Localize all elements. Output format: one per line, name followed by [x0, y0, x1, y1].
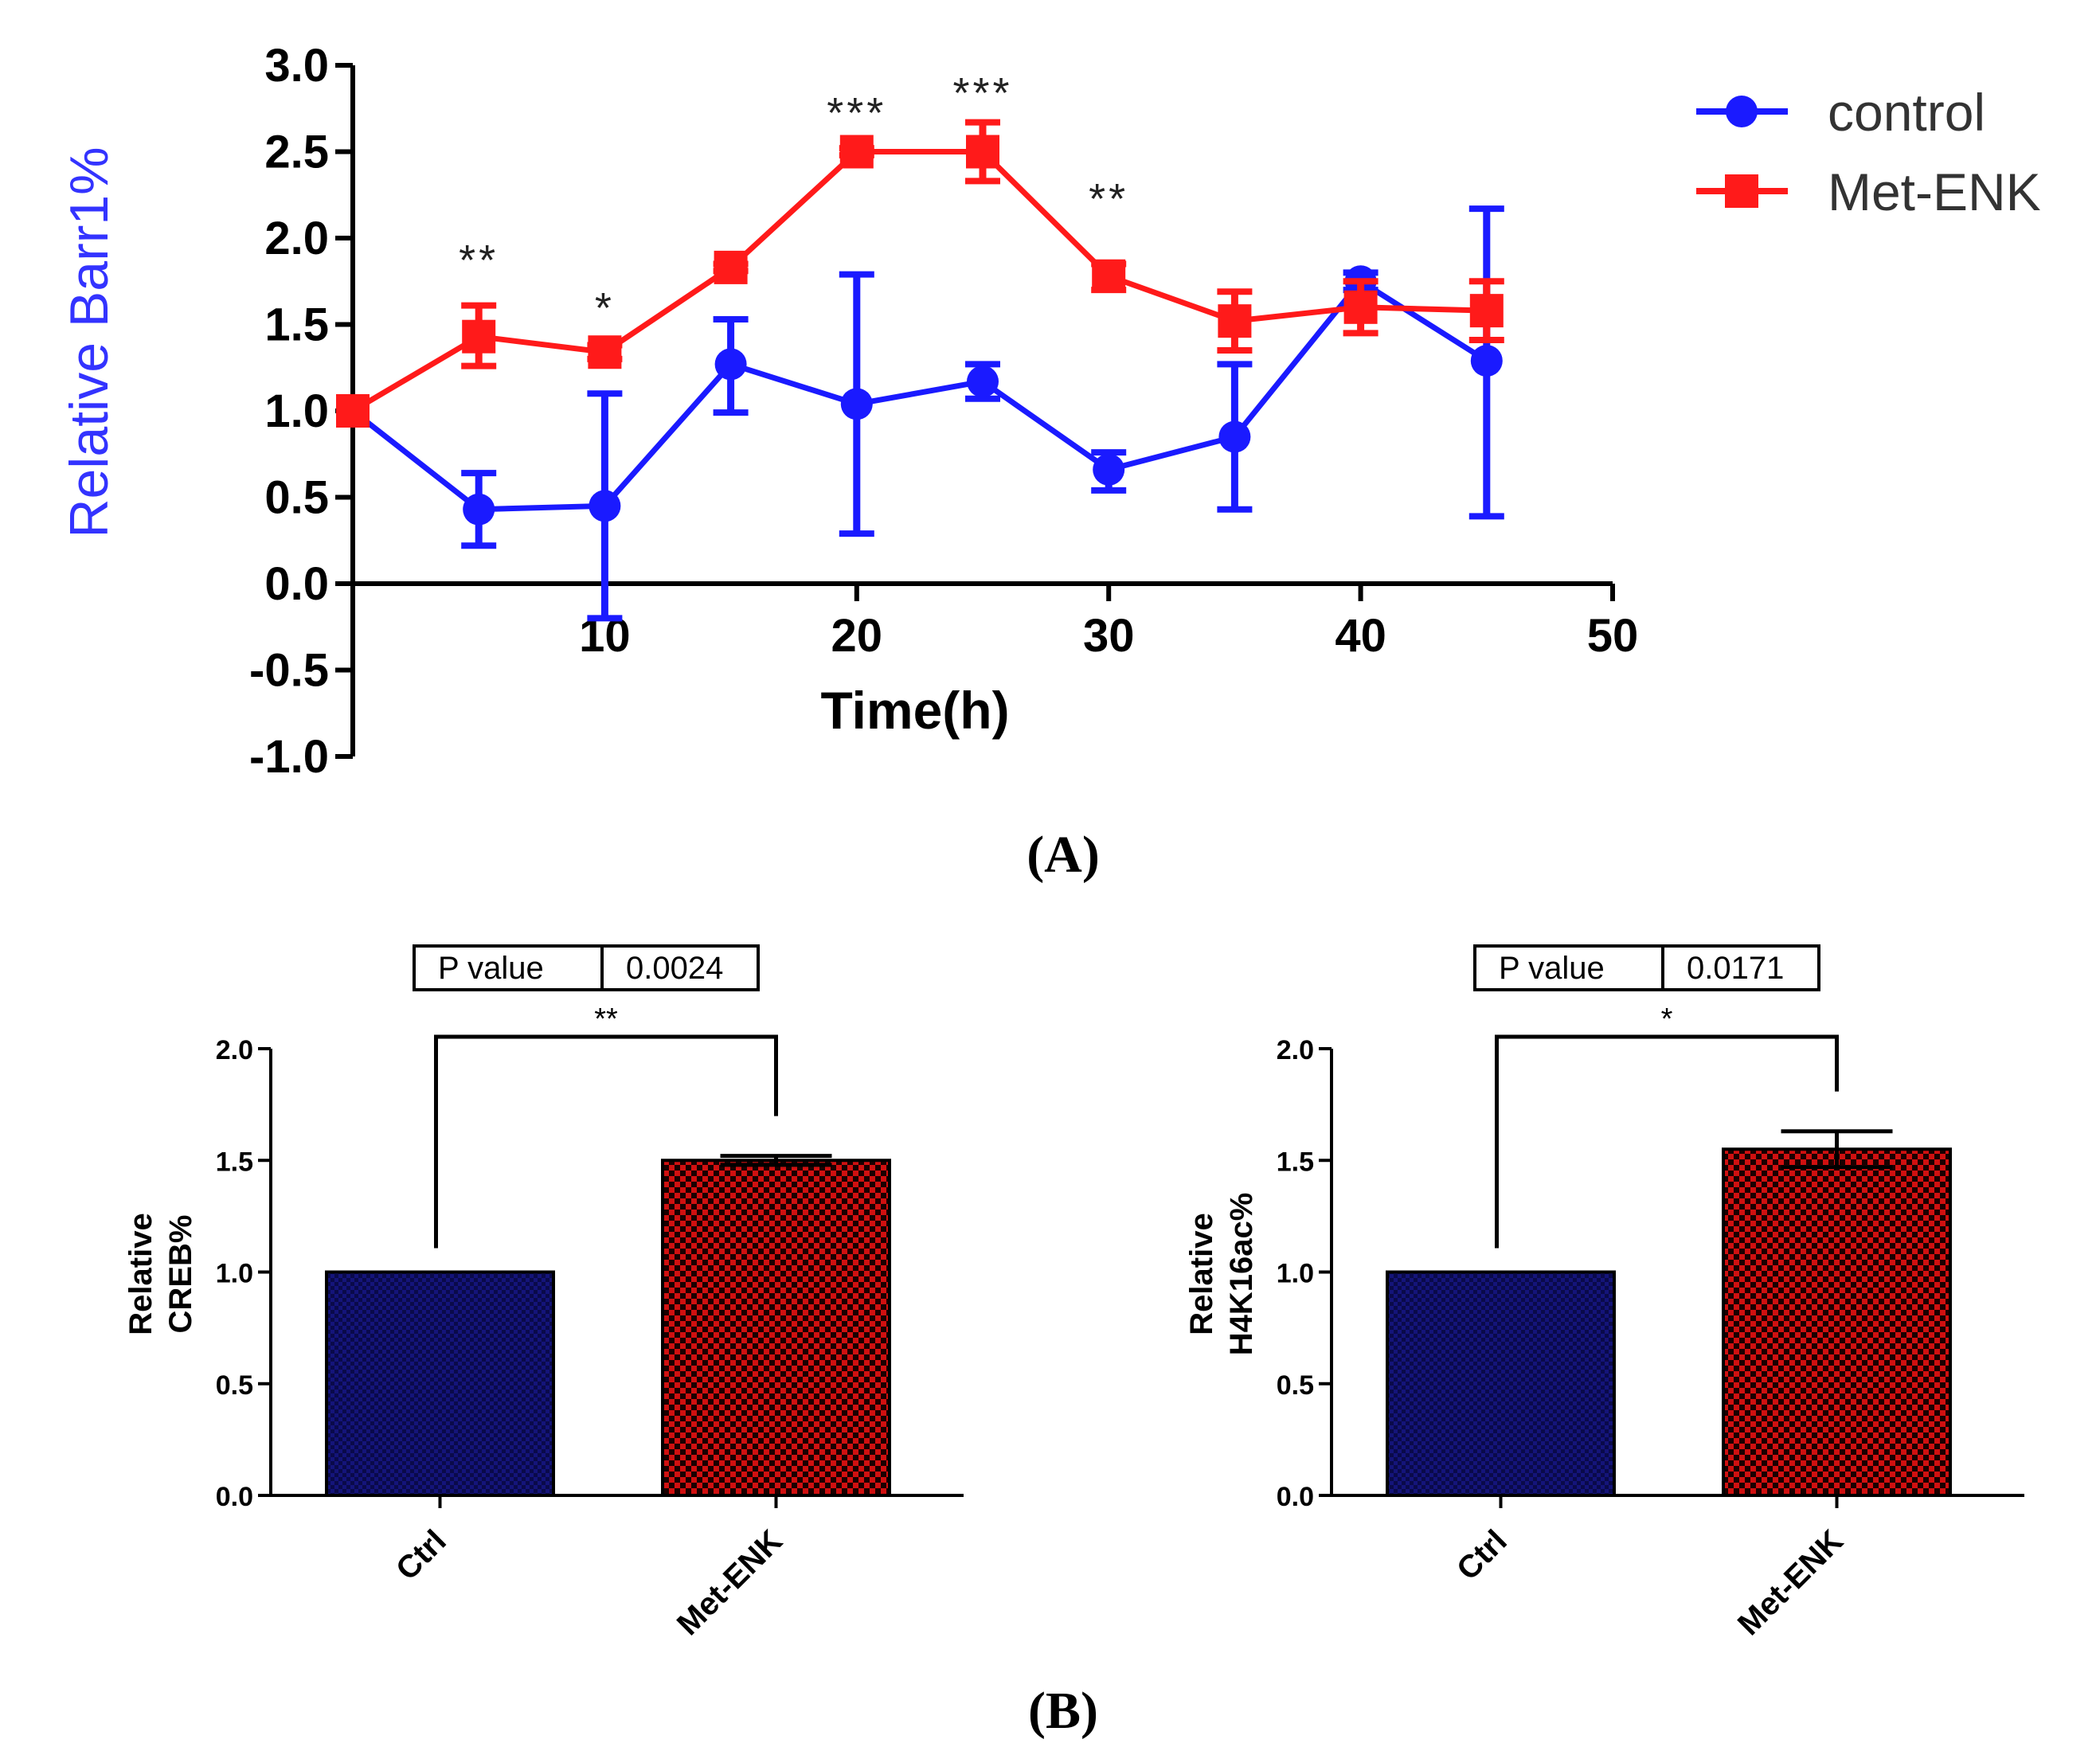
significance-label: * [1661, 1003, 1673, 1036]
bar-met-enk [1722, 1147, 1952, 1497]
data-point [1470, 345, 1503, 377]
y-tick-label: 1.5 [216, 1147, 253, 1177]
y-tick-label: 1.0 [216, 1259, 253, 1289]
series-line [351, 149, 1487, 414]
y-tick-label: 1.0 [264, 385, 329, 437]
significance-label: *** [827, 89, 886, 137]
line-chart-barr1: 3.02.52.01.51.00.50.0-0.5-1.010 20 30 40 50T… [59, 40, 2041, 783]
data-point [1093, 453, 1125, 486]
data-point [588, 335, 622, 369]
data-point [967, 365, 999, 398]
series-met-enk [336, 119, 1504, 428]
x-tick-label: 40 [1335, 610, 1386, 662]
x-tick-label: Ctrl [1450, 1523, 1514, 1587]
significance-label: ** [594, 1003, 618, 1036]
y-axis-title-line1: Relative [1184, 1213, 1219, 1335]
y-tick-label: 3.0 [264, 40, 329, 92]
significance-bracket [434, 1034, 778, 1249]
y-axis-title: Relative Barr1% [59, 147, 119, 537]
x-tick-label: 20 [831, 610, 883, 662]
x-tick-label: 50 [1587, 610, 1639, 662]
legend-label: control [1828, 83, 1985, 142]
bar-ctrl [325, 1270, 555, 1497]
pvalue-label: P value [1499, 951, 1605, 986]
data-point [714, 348, 747, 381]
y-tick-label: 0.0 [264, 558, 329, 610]
y-tick-label: 1.0 [1277, 1259, 1314, 1289]
y-tick-label: 0.5 [1277, 1370, 1314, 1401]
data-point [839, 135, 874, 169]
data-point [714, 250, 748, 284]
bar-chart-creb: 2.0 1.5 1.0 0.5 0.0 Relative CREB% Ctrl Met-ENK *… [123, 944, 964, 1642]
x-tick-label: 30 [1083, 610, 1135, 662]
y-tick-label: -0.5 [249, 645, 329, 697]
pvalue-value: 0.0171 [1687, 951, 1784, 986]
y-tick-label: 0.5 [264, 472, 329, 524]
bar-chart-h4k16ac: 2.0 1.5 1.0 0.5 0.0 Relative H4K16ac% Ctrl Met-E… [1184, 944, 2024, 1642]
legend-marker [1726, 96, 1758, 127]
y-tick-label: 2.0 [264, 213, 329, 264]
legend-label: Met-ENK [1828, 162, 2041, 221]
panel-b-label: (B) [1028, 1682, 1098, 1740]
x-tick-label: Ctrl [389, 1523, 453, 1587]
data-point [1218, 420, 1251, 453]
data-point [966, 135, 999, 169]
significance-label: ** [1089, 175, 1128, 223]
data-point [1092, 259, 1126, 293]
legend-marker [1725, 174, 1758, 208]
y-tick-label: 1.5 [264, 299, 329, 351]
data-point [589, 490, 621, 522]
significance-label: * [595, 284, 615, 332]
y-tick-label: 2.0 [216, 1035, 253, 1065]
data-point [1343, 290, 1378, 324]
y-tick-label: 2.5 [264, 127, 329, 178]
y-axis-title-line2: H4K16ac% [1224, 1193, 1259, 1356]
data-point [336, 394, 370, 428]
data-point [1218, 304, 1252, 338]
bar-ctrl [1386, 1270, 1616, 1497]
x-axis-title: Time(h) [820, 681, 1009, 740]
data-point [462, 319, 496, 354]
y-tick-label: 0.0 [1277, 1482, 1314, 1512]
bar-met-enk [661, 1159, 891, 1497]
y-tick-label: 0.0 [216, 1482, 253, 1512]
pvalue-box [1473, 944, 1820, 991]
x-tick-label: Met-ENK [1731, 1523, 1850, 1642]
data-point [463, 493, 495, 526]
pvalue-box [413, 944, 760, 991]
significance-bracket [1495, 1034, 1839, 1249]
legend: control Met-ENK [1696, 83, 2041, 221]
data-point [1469, 294, 1504, 328]
pvalue-value: 0.0024 [626, 951, 723, 986]
significance-label: *** [952, 69, 1012, 117]
y-tick-label: 1.5 [1277, 1147, 1314, 1177]
y-axis-title-line2: CREB% [163, 1215, 198, 1334]
panel-a-label: (A) [1027, 826, 1100, 884]
pvalue-label: P value [438, 951, 544, 986]
y-tick-label: -1.0 [249, 731, 329, 783]
y-tick-label: 2.0 [1277, 1035, 1314, 1065]
significance-label: ** [459, 236, 499, 284]
y-axis-title-line1: Relative [123, 1213, 158, 1335]
data-point [840, 388, 873, 420]
series-line [350, 277, 1488, 513]
x-tick-label: Met-ENK [671, 1523, 789, 1642]
y-tick-label: 0.5 [216, 1370, 253, 1401]
series-control [337, 205, 1504, 622]
